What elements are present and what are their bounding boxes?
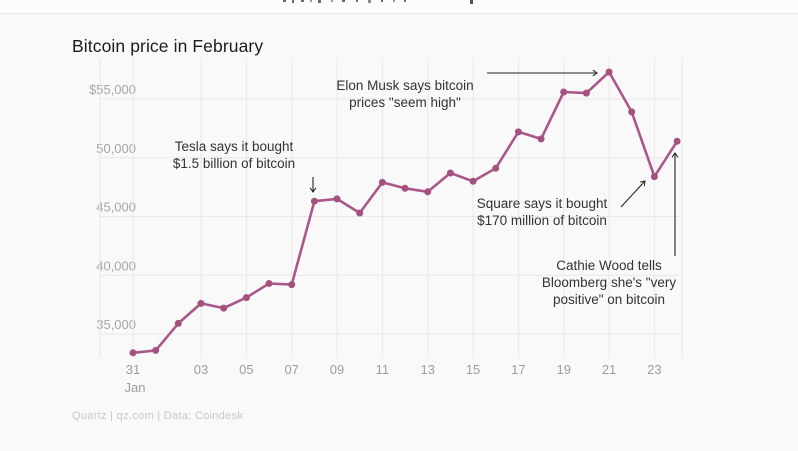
x-axis-tick-label: 15 bbox=[466, 362, 480, 377]
y-axis-tick-label: $55,000 bbox=[89, 82, 136, 97]
annotation-square: Square says it bought $170 million of bi… bbox=[466, 195, 618, 229]
data-point bbox=[628, 108, 636, 116]
data-point bbox=[446, 169, 454, 177]
x-axis-month-label: Jan bbox=[125, 380, 146, 395]
data-point bbox=[288, 281, 296, 289]
annotation-text-line: Square says it bought bbox=[476, 196, 608, 211]
annotation-text-line: Bloomberg she's "very bbox=[541, 275, 677, 290]
x-axis-tick-label: 21 bbox=[602, 362, 616, 377]
annotation-arrows bbox=[309, 69, 679, 256]
annotation-text-line: Cathie Wood tells bbox=[556, 258, 662, 273]
annotation-text-line: positive" on bitcoin bbox=[552, 292, 666, 307]
square-annotation-arrow bbox=[620, 180, 646, 208]
annotation-musk: Elon Musk says bitcoin prices "seem high… bbox=[326, 77, 484, 111]
data-point bbox=[242, 294, 250, 302]
data-point bbox=[152, 346, 160, 354]
data-point bbox=[560, 88, 568, 96]
data-point bbox=[310, 197, 318, 205]
data-point bbox=[514, 128, 522, 136]
x-axis-tick-label: 13 bbox=[420, 362, 434, 377]
x-axis-tick-label: 07 bbox=[284, 362, 298, 377]
y-axis-tick-label: 40,000 bbox=[96, 258, 136, 273]
x-axis-tick-label: 11 bbox=[376, 362, 390, 377]
source-attribution: Quartz | qz.com | Data: Coindesk bbox=[72, 410, 244, 422]
x-axis-tick-label: 03 bbox=[194, 362, 208, 377]
page-title: Bitcoin price in February bbox=[72, 36, 264, 56]
data-point bbox=[333, 195, 341, 203]
data-point bbox=[174, 319, 182, 327]
annotation-text-line: $170 million of bitcoin bbox=[477, 213, 607, 228]
data-point bbox=[265, 280, 273, 287]
annotation-text-line: prices "seem high" bbox=[349, 95, 461, 110]
data-point bbox=[537, 135, 545, 143]
x-axis-tick-label: 09 bbox=[330, 362, 344, 377]
divider bbox=[0, 13, 798, 14]
y-axis-tick-label: 50,000 bbox=[96, 141, 136, 156]
x-axis-tick-label: 19 bbox=[556, 362, 570, 377]
annotation-text-line: Elon Musk says bitcoin bbox=[336, 78, 474, 93]
data-point bbox=[673, 137, 681, 145]
data-point bbox=[356, 209, 364, 217]
annotation-cathie: Cathie Wood tells Bloomberg she's "very … bbox=[532, 257, 686, 308]
annotation-tesla: Tesla says it bought $1.5 billion of bit… bbox=[158, 138, 310, 172]
data-point bbox=[197, 299, 205, 307]
x-axis-tick-label: 17 bbox=[511, 362, 525, 377]
data-point bbox=[220, 304, 228, 312]
data-point bbox=[492, 164, 500, 172]
x-axis-tick-label: 23 bbox=[647, 362, 661, 377]
data-point bbox=[650, 173, 658, 181]
y-axis-tick-label: 45,000 bbox=[96, 200, 136, 215]
data-point bbox=[378, 178, 386, 186]
data-point bbox=[424, 188, 432, 196]
y-axis-tick-label: 35,000 bbox=[96, 317, 136, 332]
x-axis-tick-label: 31 bbox=[126, 362, 140, 377]
data-point bbox=[582, 89, 590, 97]
data-point bbox=[129, 349, 137, 357]
x-axis-tick-label: 05 bbox=[239, 362, 253, 377]
annotation-text-line: $1.5 billion of bitcoin bbox=[172, 156, 296, 171]
data-point bbox=[605, 68, 613, 76]
cropped-text-fragments bbox=[0, 0, 798, 13]
data-point bbox=[469, 177, 477, 185]
annotation-text-line: Tesla says it bought bbox=[174, 139, 294, 154]
data-point bbox=[401, 184, 409, 192]
